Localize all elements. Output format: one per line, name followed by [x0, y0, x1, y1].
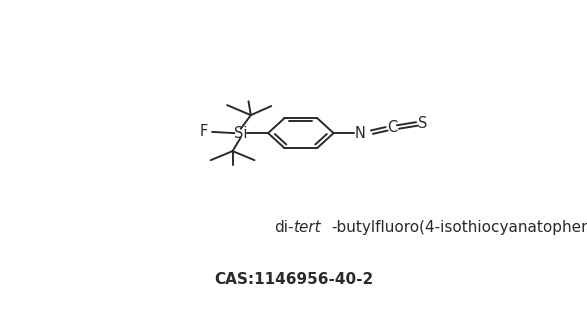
Text: tert: tert	[294, 220, 321, 234]
Text: CAS:1146956-40-2: CAS:1146956-40-2	[214, 272, 373, 287]
Text: C: C	[387, 120, 398, 135]
Text: F: F	[200, 124, 208, 139]
Text: N: N	[355, 126, 366, 141]
Text: -butylfluoro(4-isothiocyanatophenyl)silane: -butylfluoro(4-isothiocyanatophenyl)sila…	[332, 220, 587, 234]
Text: Si: Si	[234, 126, 248, 141]
Text: S: S	[417, 116, 427, 131]
Text: di-: di-	[274, 220, 294, 234]
